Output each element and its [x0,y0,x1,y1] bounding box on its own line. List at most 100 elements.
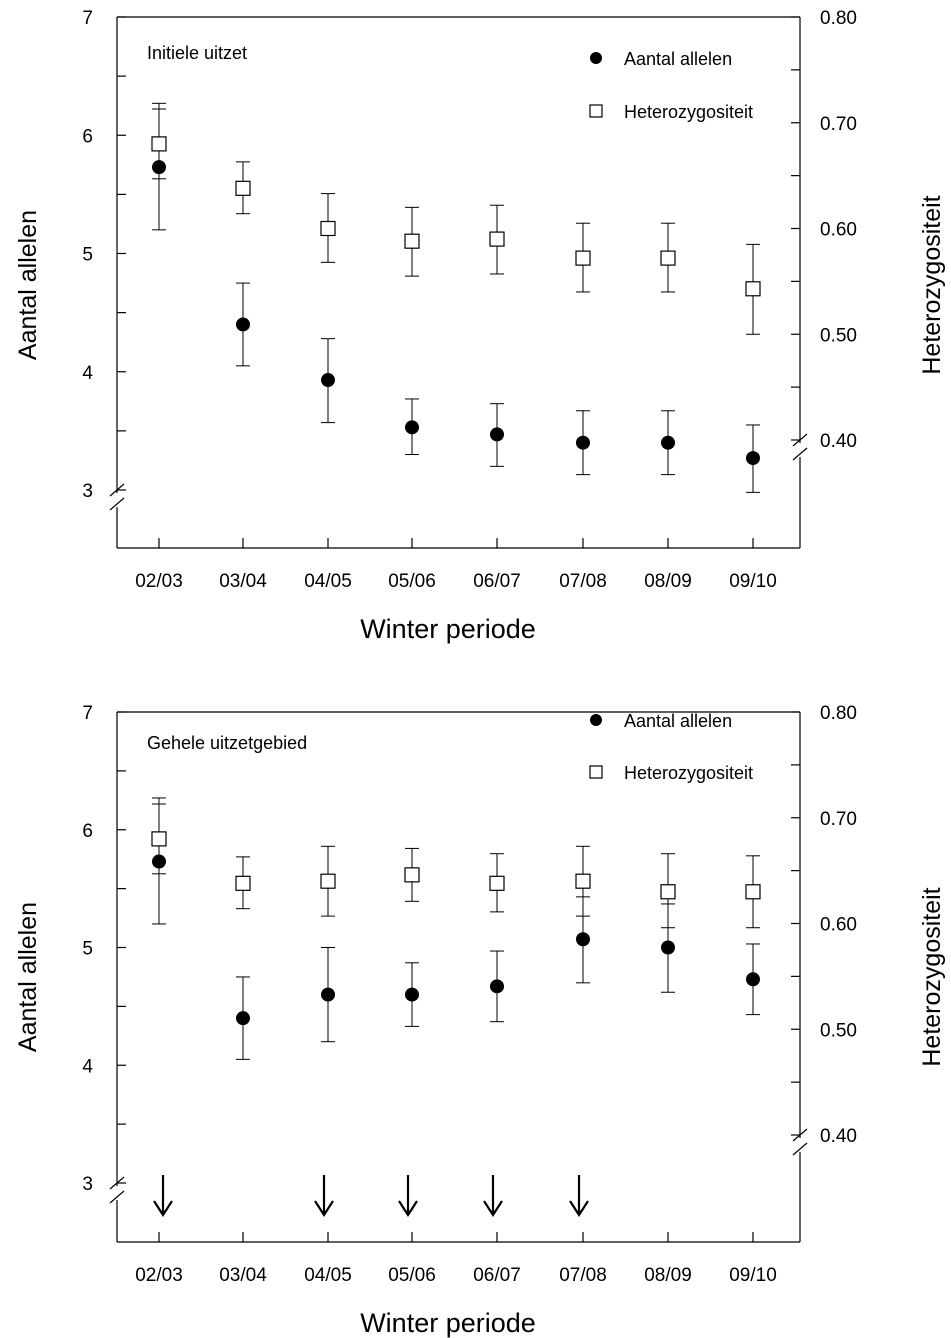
left-axis-break-mark [109,1190,125,1204]
right-axis-tick-label: 0.60 [820,220,857,241]
x-axis-tick-label: 08/09 [644,1265,692,1286]
x-axis-tick-label: 06/07 [473,571,521,592]
data-point-square [489,231,505,247]
left-axis-tick-label: 4 [82,1056,93,1077]
x-axis-title: Winter periode [360,1308,536,1338]
x-axis-tick-label: 04/05 [304,1265,352,1286]
chart-panel-2: 3 4 5 6 7 0.40 0.50 0.60 0.70 0.80 02/03 03/04 04/05… [14,703,946,1338]
legend-label: Heterozygositeit [624,102,753,122]
right-axis-title: Heterozygositeit [918,195,946,374]
data-point-square [575,250,591,266]
arrow-head [153,1200,173,1218]
data-point-square [151,136,167,152]
series-aantal-allelen [152,102,760,493]
data-point-circle [661,940,675,955]
right-axis-tick-label: 0.70 [820,809,857,830]
arrow-marker [398,1175,418,1218]
left-axis-tick-label: 3 [82,481,93,502]
data-point-circle [746,451,760,466]
arrow-head [483,1200,503,1218]
series-heterozygositeit [151,803,761,929]
x-axis-tick-label: 07/08 [559,1265,607,1286]
arrow-head [314,1200,334,1218]
data-point-square [151,831,167,847]
x-axis-title: Winter periode [360,614,536,644]
data-point-circle [576,435,590,450]
data-point-circle [236,317,250,332]
arrow-marker [483,1175,503,1218]
x-axis-tick-label: 06/07 [473,1265,521,1286]
right-axis-tick-label: 0.40 [820,1126,857,1147]
x-axis-tick-label: 04/05 [304,571,352,592]
legend-marker-square [589,104,603,118]
arrow-marker [569,1175,589,1218]
right-axis-tick-label: 0.40 [820,431,857,452]
legend-label: Aantal allelen [624,711,732,731]
left-axis-break-mark [109,497,125,511]
data-point-circle [490,427,504,442]
arrow-head [569,1200,589,1218]
right-axis-tick-label: 0.70 [820,114,857,135]
data-point-circle [405,987,419,1002]
right-axis-title: Heterozygositeit [918,887,946,1066]
left-axis-tick-label: 6 [82,126,93,147]
legend-label: Aantal allelen [624,49,732,69]
data-point-circle [236,1011,250,1026]
right-axis-tick-label: 0.80 [820,8,857,29]
data-point-square [404,867,420,883]
data-point-square [404,233,420,249]
x-axis-tick-label: 05/06 [388,571,436,592]
data-point-circle [661,435,675,450]
left-axis-tick-label: 4 [82,363,93,384]
legend-label: Heterozygositeit [624,763,753,783]
data-point-square [320,220,336,237]
series-aantal-allelen [152,797,760,1060]
data-point-circle [576,932,590,947]
data-point-square [745,884,761,900]
arrow-marker [314,1175,334,1218]
x-axis-tick-label: 02/03 [135,1265,183,1286]
panel-label: Initiele uitzet [147,43,247,63]
data-point-square [660,884,676,900]
data-point-square [235,180,251,196]
left-axis-tick-label: 6 [82,821,93,842]
right-axis-tick-label: 0.50 [820,325,857,346]
data-point-square [745,281,761,297]
left-axis-title: Aantal allelen [14,210,42,360]
right-axis-break-mark [792,447,808,461]
left-axis-tick-label: 7 [82,8,93,29]
right-axis-break-mark [792,1142,808,1156]
left-axis-tick-label: 5 [82,939,93,960]
left-axis-tick-label: 5 [82,245,93,266]
data-point-square [489,875,505,891]
left-axis-tick-label: 7 [82,703,93,724]
arrow-marker [153,1175,173,1218]
data-point-circle [746,972,760,987]
data-point-circle [321,987,335,1002]
x-axis-tick-label: 09/10 [729,571,777,592]
x-axis-tick-label: 03/04 [219,571,267,592]
left-axis-tick-label: 3 [82,1174,93,1195]
data-point-square [235,875,251,891]
arrow-head [398,1200,418,1218]
data-point-square [575,873,591,889]
legend-marker-circle [590,714,602,726]
data-point-circle [405,420,419,435]
right-axis-tick-label: 0.80 [820,703,857,724]
legend-marker-circle [590,52,602,64]
right-axis-tick-label: 0.50 [820,1020,857,1041]
left-axis-title: Aantal allelen [14,902,42,1052]
data-point-square [660,250,676,266]
x-axis-tick-label: 02/03 [135,571,183,592]
x-axis-tick-label: 05/06 [388,1265,436,1286]
legend-marker-square [589,765,603,779]
x-axis-tick-label: 08/09 [644,571,692,592]
x-axis-tick-label: 09/10 [729,1265,777,1286]
data-point-circle [490,979,504,994]
data-point-circle [321,373,335,388]
series-heterozygositeit [151,108,761,335]
panel-label: Gehele uitzetgebied [147,733,307,753]
data-point-square [320,873,336,889]
right-axis-tick-label: 0.60 [820,915,857,936]
